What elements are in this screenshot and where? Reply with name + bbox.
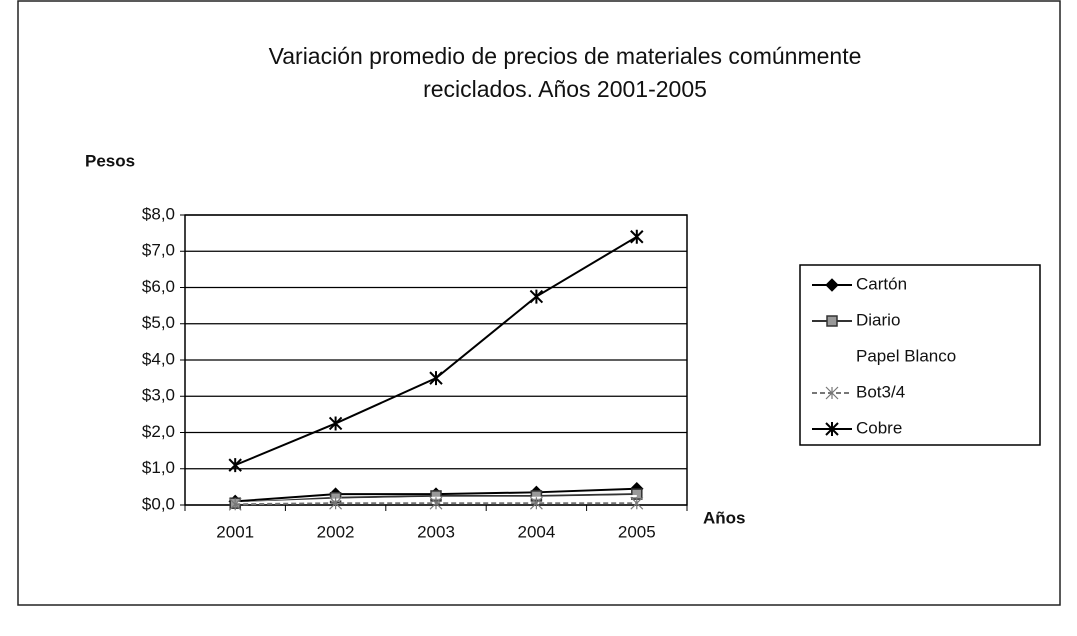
marker-shape	[328, 416, 343, 431]
marker	[529, 289, 544, 304]
y-tick-label: $0,0	[142, 494, 175, 513]
legend-label: Cobre	[856, 418, 902, 437]
y-tick-label: $2,0	[142, 422, 175, 441]
marker	[228, 497, 242, 511]
marker-shape	[329, 496, 343, 510]
legend-label: Cartón	[856, 274, 907, 293]
y-tick-label: $3,0	[142, 386, 175, 405]
marker-shape	[228, 458, 242, 473]
marker-shape	[630, 229, 644, 244]
marker-shape	[825, 278, 839, 292]
series-line	[234, 235, 638, 467]
y-axis-label: Pesos	[85, 151, 135, 170]
chart-frame	[17, 0, 1061, 606]
legend-label: Diario	[856, 310, 900, 329]
marker	[825, 422, 839, 436]
y-tick-label: $5,0	[142, 313, 175, 332]
marker-shape	[429, 371, 443, 386]
marker	[328, 416, 343, 431]
legend-label: Papel Blanco	[856, 346, 956, 365]
marker	[825, 386, 839, 400]
marker-shape	[826, 315, 838, 327]
marker-shape	[429, 496, 443, 510]
y-tick-label: $1,0	[142, 458, 175, 477]
marker	[529, 496, 543, 510]
marker-shape	[529, 289, 544, 304]
marker	[429, 496, 443, 510]
x-tick-label: 2002	[317, 522, 355, 541]
x-tick-label: 2003	[417, 522, 455, 541]
marker-shape	[630, 496, 644, 510]
marker	[228, 458, 242, 473]
marker	[630, 496, 644, 510]
x-tick-label: 2005	[618, 522, 656, 541]
marker-shape	[529, 496, 543, 510]
x-axis-label: Años	[703, 508, 746, 527]
marker	[826, 315, 838, 327]
legend-label: Bot3/4	[856, 382, 905, 401]
y-tick-label: $4,0	[142, 349, 175, 368]
marker	[630, 229, 644, 244]
marker	[329, 496, 343, 510]
marker-shape	[825, 422, 839, 436]
chart-title: Variación promedio de precios de materia…	[268, 43, 862, 102]
legend-box	[799, 264, 1041, 446]
marker-shape	[825, 386, 839, 400]
marker-shape	[228, 497, 242, 511]
x-tick-label: 2001	[216, 522, 254, 541]
y-tick-label: $6,0	[142, 277, 175, 296]
marker	[429, 371, 443, 386]
marker	[825, 278, 839, 292]
y-tick-label: $7,0	[142, 241, 175, 260]
x-tick-label: 2004	[517, 522, 555, 541]
y-tick-label: $8,0	[142, 204, 175, 223]
